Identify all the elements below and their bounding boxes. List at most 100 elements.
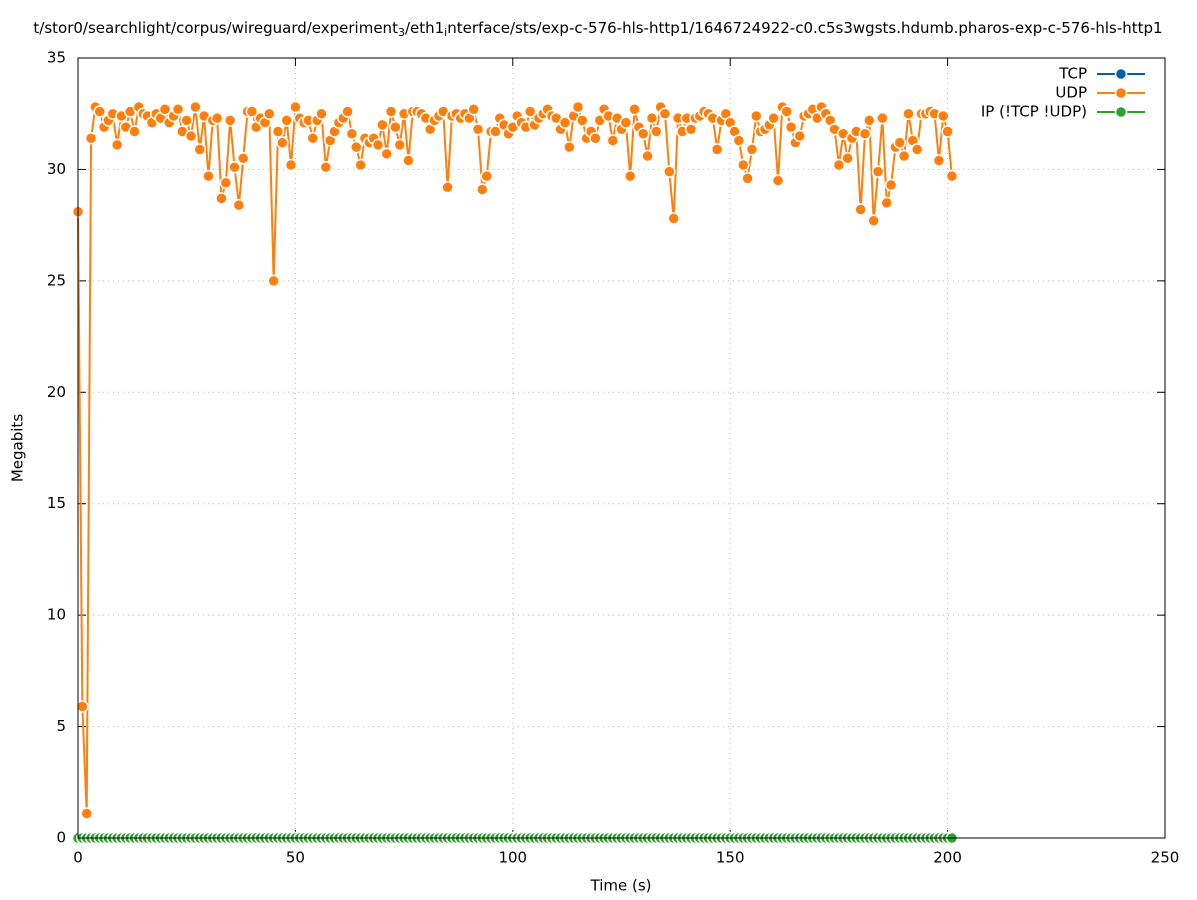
data-point — [628, 103, 641, 116]
data-point — [645, 111, 659, 125]
y-tick-label: 35 — [47, 49, 66, 67]
data-point — [663, 165, 676, 178]
data-point — [910, 143, 924, 156]
data-point — [354, 158, 367, 172]
data-point — [467, 103, 480, 116]
data-point — [563, 140, 576, 154]
legend-marker — [1114, 67, 1128, 81]
data-point — [480, 169, 493, 183]
chart-title: t/stor0/searchlight/corpus/wireguard/exp… — [33, 19, 1162, 40]
data-point — [393, 138, 407, 152]
data-point — [871, 165, 885, 178]
data-point — [271, 125, 285, 138]
data-point — [741, 172, 754, 185]
data-point — [319, 160, 333, 174]
x-axis-label: Time (s) — [590, 877, 652, 895]
data-point — [771, 174, 785, 187]
data-point — [476, 183, 489, 196]
data-point — [315, 107, 328, 120]
data-point — [937, 109, 950, 123]
data-point — [223, 114, 237, 127]
data-point — [854, 203, 867, 216]
legend-label: IP (!TCP !UDP) — [981, 103, 1087, 121]
data-point — [945, 169, 959, 183]
data-point — [76, 700, 89, 713]
data-point — [280, 114, 293, 127]
data-point — [441, 181, 454, 194]
data-point — [650, 125, 663, 138]
data-point — [376, 118, 389, 132]
data-point — [80, 807, 93, 820]
legend-label: TCP — [1058, 65, 1087, 83]
data-point — [589, 131, 602, 145]
data-point — [128, 125, 141, 138]
data-point — [858, 127, 872, 141]
y-tick-label: 20 — [47, 383, 66, 401]
data-point — [793, 129, 807, 143]
data-point — [558, 116, 572, 129]
legend-marker — [1114, 86, 1128, 100]
data-point — [228, 160, 241, 174]
data-point — [571, 100, 585, 114]
data-point — [576, 114, 589, 127]
y-tick-label: 10 — [47, 606, 66, 624]
data-point — [658, 107, 672, 120]
data-point — [180, 114, 193, 127]
data-point — [784, 120, 798, 134]
data-point — [941, 125, 954, 138]
data-point — [841, 152, 854, 165]
x-tick-label: 250 — [1151, 849, 1180, 867]
data-point — [884, 178, 898, 192]
data-point — [932, 154, 946, 167]
data-point — [158, 103, 172, 116]
y-tick-label: 5 — [56, 717, 66, 735]
legend-label: UDP — [1055, 84, 1087, 102]
data-point — [489, 125, 502, 138]
x-tick-label: 50 — [286, 849, 305, 867]
data-point — [732, 134, 746, 147]
data-point — [523, 105, 537, 118]
data-point — [189, 100, 202, 114]
data-point — [350, 140, 363, 154]
data-point — [219, 176, 233, 190]
title-subscript: 3 — [398, 26, 405, 39]
data-point — [619, 116, 633, 129]
data-point — [210, 111, 224, 125]
data-point — [897, 149, 911, 163]
data-point — [876, 111, 889, 125]
data-point — [880, 196, 893, 210]
data-point — [371, 138, 385, 152]
title-part: nterface/sts/exp-c-576-hls-http1/1646724… — [447, 19, 1162, 37]
data-point — [345, 127, 359, 141]
x-tick-label: 150 — [716, 849, 745, 867]
data-point — [93, 105, 106, 118]
data-point — [341, 105, 354, 118]
data-point — [263, 107, 276, 120]
data-point — [402, 154, 415, 167]
data-point — [232, 198, 246, 212]
series-line — [77, 104, 953, 814]
y-tick-label: 15 — [47, 494, 66, 512]
data-point — [184, 129, 198, 143]
x-tick-label: 0 — [73, 849, 83, 867]
data-point — [667, 212, 680, 225]
data-point — [276, 136, 289, 149]
plot-area — [71, 100, 959, 845]
data-point — [171, 103, 185, 116]
data-point — [267, 274, 280, 288]
y-tick-label: 25 — [47, 271, 66, 289]
data-point — [867, 214, 880, 227]
data-point — [736, 158, 750, 172]
title-subscript: i — [444, 26, 447, 39]
data-point — [684, 123, 698, 136]
data-point — [193, 143, 206, 156]
data-point — [623, 169, 637, 183]
data-point — [84, 131, 98, 145]
data-point — [384, 105, 398, 118]
data-point — [606, 134, 620, 147]
data-point — [902, 107, 915, 120]
data-point — [710, 143, 724, 156]
data-point — [202, 169, 215, 183]
data-point — [780, 105, 793, 118]
